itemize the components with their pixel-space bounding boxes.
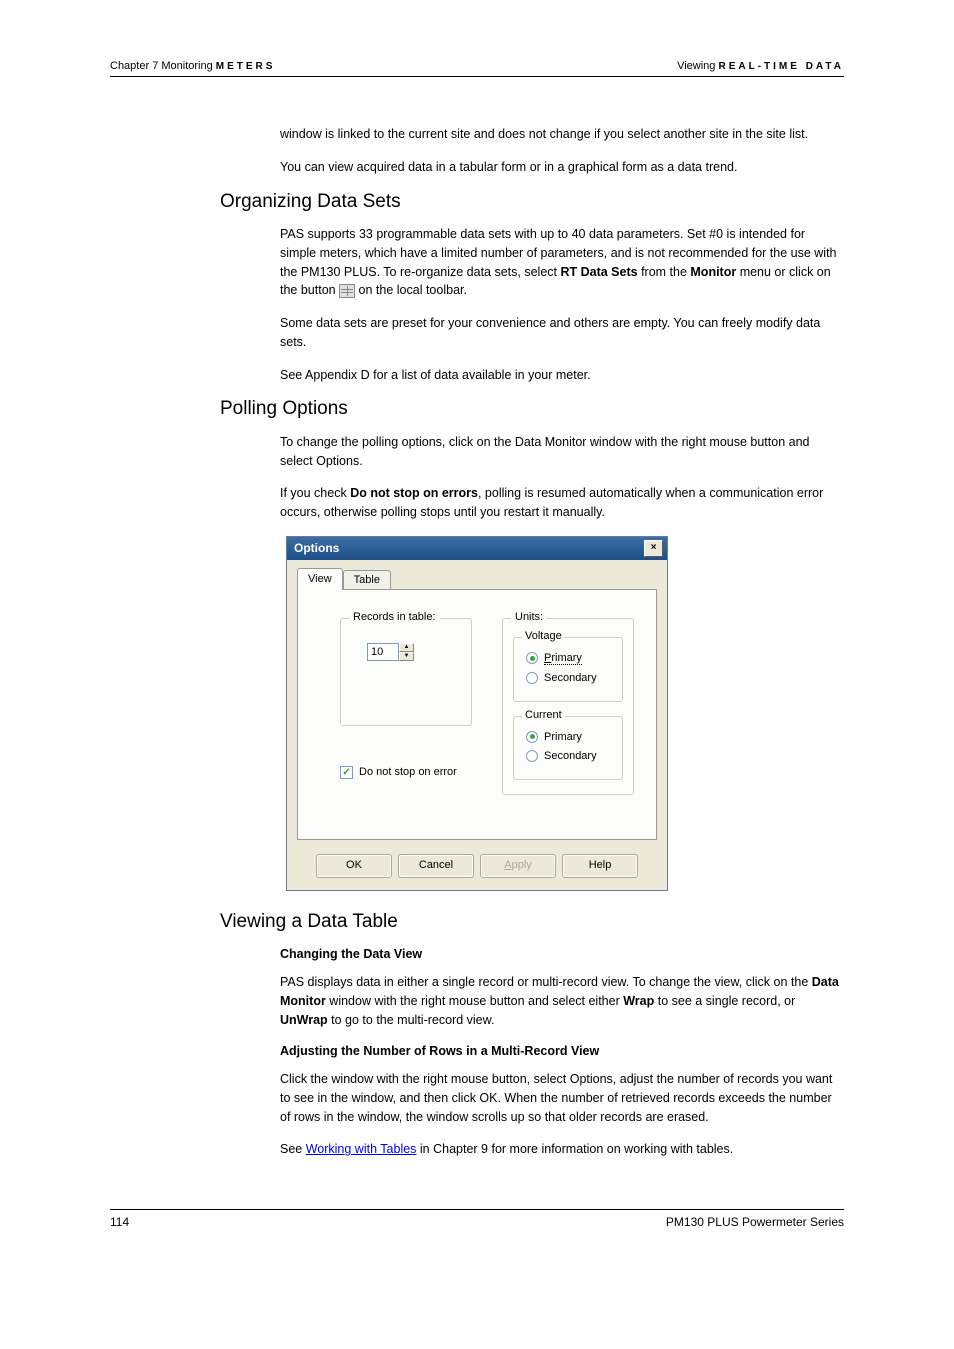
current-groupbox: Current Primary Secondary [513, 716, 623, 780]
voltage-groupbox: Voltage Primary Secondary [513, 637, 623, 702]
voltage-secondary-label: Secondary [544, 672, 597, 684]
dialog-body: View Table Records in table: ▲ [287, 560, 667, 890]
organizing-paragraph-3: See Appendix D for a list of data availa… [280, 366, 844, 385]
help-button[interactable]: Help [562, 854, 638, 878]
data-sets-icon [339, 284, 355, 298]
heading-viewing: Viewing a Data Table [220, 911, 844, 933]
voltage-legend: Voltage [522, 630, 565, 642]
heading-organizing: Organizing Data Sets [220, 191, 844, 213]
page-number: 114 [110, 1215, 129, 1229]
current-primary-radio[interactable] [526, 731, 538, 743]
voltage-primary-label: Primary [544, 652, 582, 665]
units-legend: Units: [511, 611, 547, 623]
spinner-down-button[interactable]: ▼ [399, 652, 414, 661]
dialog-titlebar[interactable]: Options × [287, 537, 667, 560]
current-primary-radio-row[interactable]: Primary [526, 731, 610, 743]
header-left-prefix: Chapter 7 Monitoring [110, 60, 216, 72]
page-footer: 114 PM130 PLUS Powermeter Series [110, 1209, 844, 1229]
header-left: Chapter 7 Monitoring METERS [110, 60, 275, 72]
tab-view[interactable]: View [297, 568, 343, 590]
current-primary-label: Primary [544, 731, 582, 743]
dialog-title: Options [294, 541, 339, 555]
voltage-secondary-radio[interactable] [526, 672, 538, 684]
tab-panel-view: Records in table: ▲ ▼ ✓ [297, 589, 657, 840]
intro-paragraph-1: window is linked to the current site and… [280, 125, 844, 144]
heading-polling: Polling Options [220, 398, 844, 420]
current-secondary-radio-row[interactable]: Secondary [526, 750, 610, 762]
current-legend: Current [522, 709, 565, 721]
do-not-stop-label: Do not stop on error [359, 766, 457, 778]
organizing-paragraph-1: PAS supports 33 programmable data sets w… [280, 225, 844, 300]
voltage-primary-radio-row[interactable]: Primary [526, 652, 610, 665]
records-spinner: ▲ ▼ [367, 643, 457, 661]
ok-button[interactable]: OK [316, 854, 392, 878]
close-icon: × [651, 542, 657, 553]
apply-button: Apply [480, 854, 556, 878]
header-left-letters: METERS [216, 61, 276, 72]
page-header: Chapter 7 Monitoring METERS Viewing REAL… [110, 60, 844, 77]
heading-adjusting: Adjusting the Number of Rows in a Multi-… [280, 1044, 844, 1058]
adjusting-paragraph-1: Click the window with the right mouse bu… [280, 1070, 844, 1126]
units-groupbox: Units: Voltage Primary Se [502, 618, 634, 795]
polling-paragraph-2: If you check Do not stop on errors, poll… [280, 484, 844, 522]
do-not-stop-checkbox-row[interactable]: ✓ Do not stop on error [340, 766, 472, 779]
records-input[interactable] [367, 643, 399, 661]
see-paragraph: See Working with Tables in Chapter 9 for… [280, 1140, 844, 1159]
options-dialog: Options × View Table Records in table: [286, 536, 668, 891]
current-secondary-radio[interactable] [526, 750, 538, 762]
cancel-button[interactable]: Cancel [398, 854, 474, 878]
header-right-prefix: Viewing [677, 60, 718, 72]
polling-paragraph-1: To change the polling options, click on … [280, 433, 844, 471]
heading-changing: Changing the Data View [280, 947, 844, 961]
footer-doc-title: PM130 PLUS Powermeter Series [666, 1215, 844, 1229]
changing-paragraph-1: PAS displays data in either a single rec… [280, 973, 844, 1029]
records-groupbox: Records in table: ▲ ▼ [340, 618, 472, 726]
spinner-up-button[interactable]: ▲ [399, 643, 414, 652]
current-secondary-label: Secondary [544, 750, 597, 762]
records-legend: Records in table: [349, 611, 440, 623]
header-right-letters: REAL-TIME DATA [718, 61, 844, 72]
voltage-secondary-radio-row[interactable]: Secondary [526, 672, 610, 684]
header-right: Viewing REAL-TIME DATA [677, 60, 844, 72]
intro-paragraph-2: You can view acquired data in a tabular … [280, 158, 844, 177]
do-not-stop-checkbox[interactable]: ✓ [340, 766, 353, 779]
dialog-button-row: OK Cancel Apply Help [297, 854, 657, 878]
tab-table[interactable]: Table [343, 570, 391, 589]
dialog-tabs: View Table [297, 568, 657, 589]
voltage-primary-radio[interactable] [526, 652, 538, 664]
dialog-close-button[interactable]: × [644, 540, 663, 557]
organizing-paragraph-2: Some data sets are preset for your conve… [280, 314, 844, 352]
working-with-tables-link[interactable]: Working with Tables [306, 1142, 417, 1156]
